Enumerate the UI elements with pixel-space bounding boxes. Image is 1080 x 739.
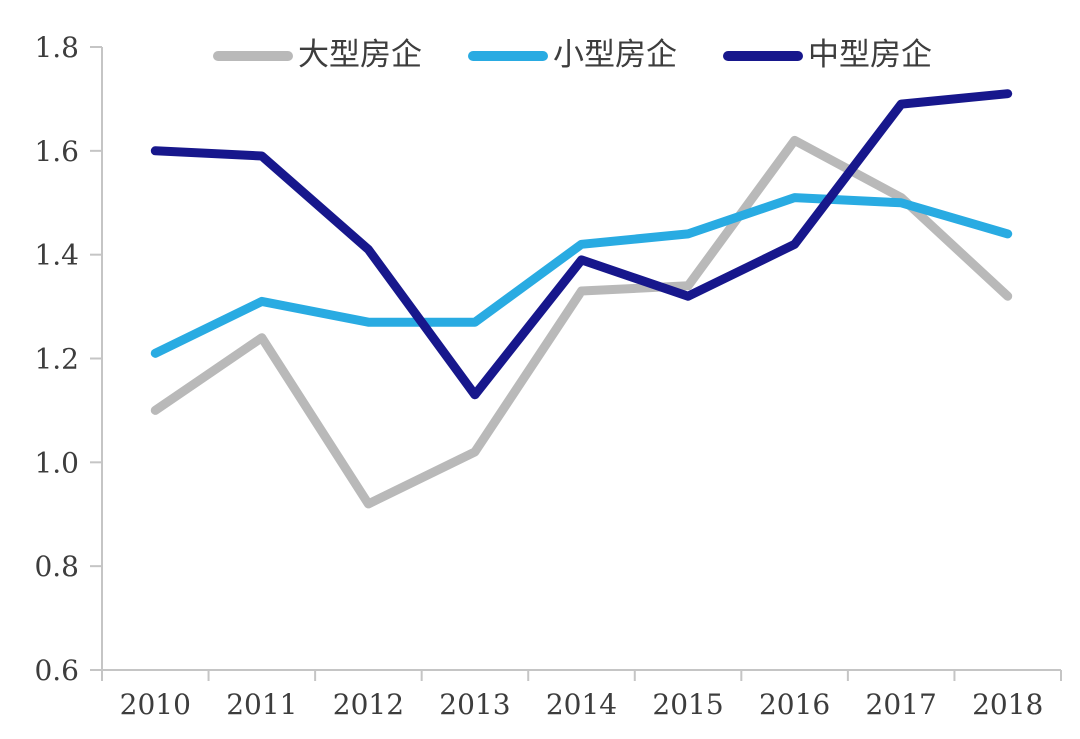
legend-item-medium-developers: 中型房企 — [723, 40, 932, 71]
legend-swatch-small-developers — [468, 50, 548, 61]
legend-swatch-medium-developers — [723, 50, 803, 61]
svg-text:2012: 2012 — [333, 688, 404, 721]
legend-item-small-developers: 小型房企 — [468, 40, 677, 71]
legend-label-medium-developers: 中型房企 — [808, 37, 932, 73]
chart-legend: 大型房企 小型房企 中型房企 — [213, 40, 932, 71]
legend-item-large-developers: 大型房企 — [213, 40, 422, 71]
svg-text:2018: 2018 — [972, 688, 1043, 721]
svg-text:1.2: 1.2 — [34, 343, 79, 376]
svg-text:0.6: 0.6 — [34, 654, 79, 687]
svg-text:2013: 2013 — [439, 688, 510, 721]
legend-swatch-large-developers — [213, 50, 293, 61]
svg-text:1.6: 1.6 — [34, 135, 79, 168]
svg-text:2016: 2016 — [759, 688, 830, 721]
svg-text:1.8: 1.8 — [34, 31, 79, 64]
legend-label-large-developers: 大型房企 — [298, 37, 422, 73]
svg-text:2015: 2015 — [652, 688, 723, 721]
svg-text:2017: 2017 — [866, 688, 937, 721]
svg-text:2011: 2011 — [226, 688, 297, 721]
svg-text:1.0: 1.0 — [34, 446, 79, 479]
legend-label-small-developers: 小型房企 — [553, 37, 677, 73]
svg-text:2014: 2014 — [546, 688, 617, 721]
svg-text:2010: 2010 — [120, 688, 191, 721]
svg-text:1.4: 1.4 — [34, 239, 79, 272]
svg-text:0.8: 0.8 — [34, 550, 79, 583]
